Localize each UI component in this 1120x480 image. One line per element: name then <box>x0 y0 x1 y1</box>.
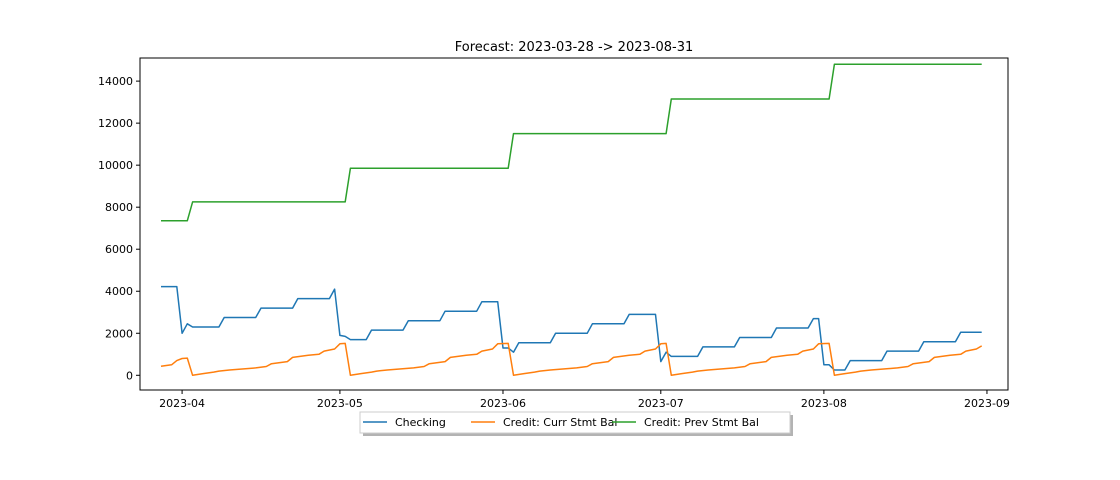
series-line-0 <box>161 285 982 371</box>
legend-label-0: Checking <box>395 416 446 429</box>
y-tick-label: 0 <box>126 369 133 382</box>
y-axis: 0 2000 4000 6000 8000 10000 12000 14000 <box>98 75 140 382</box>
series-line-2 <box>161 63 982 222</box>
y-tick-label: 10000 <box>98 159 133 172</box>
legend-box <box>359 411 791 434</box>
plot-frame <box>139 57 1009 391</box>
y-tick-label: 8000 <box>105 201 133 214</box>
y-tick-label: 6000 <box>105 243 133 256</box>
series-lines <box>160 63 983 377</box>
series-line-1 <box>160 342 983 377</box>
x-tick-label: 2023-08 <box>801 397 847 410</box>
legend-entries: Checking Credit: Curr Stmt Bal Credit: Pre… <box>363 416 759 429</box>
x-tick-label: 2023-06 <box>480 397 526 410</box>
legend-label-1: Credit: Curr Stmt Bal <box>503 416 617 429</box>
x-tick-label: 2023-05 <box>317 397 363 410</box>
chart-title: Forecast: 2023-03-28 -> 2023-08-31 <box>455 40 693 55</box>
y-tick-label: 2000 <box>105 327 133 340</box>
x-tick-label: 2023-04 <box>159 397 205 410</box>
x-tick-label: 2023-09 <box>964 397 1010 410</box>
legend: Checking Credit: Curr Stmt Bal Credit: Pre… <box>359 411 793 436</box>
y-tick-label: 12000 <box>98 117 133 130</box>
y-tick-label: 14000 <box>98 75 133 88</box>
x-tick-label: 2023-07 <box>638 397 684 410</box>
y-tick-label: 4000 <box>105 285 133 298</box>
x-axis: 2023-04 2023-05 2023-06 2023-07 2023-08 2023-… <box>159 390 1010 410</box>
legend-label-2: Credit: Prev Stmt Bal <box>644 416 759 429</box>
